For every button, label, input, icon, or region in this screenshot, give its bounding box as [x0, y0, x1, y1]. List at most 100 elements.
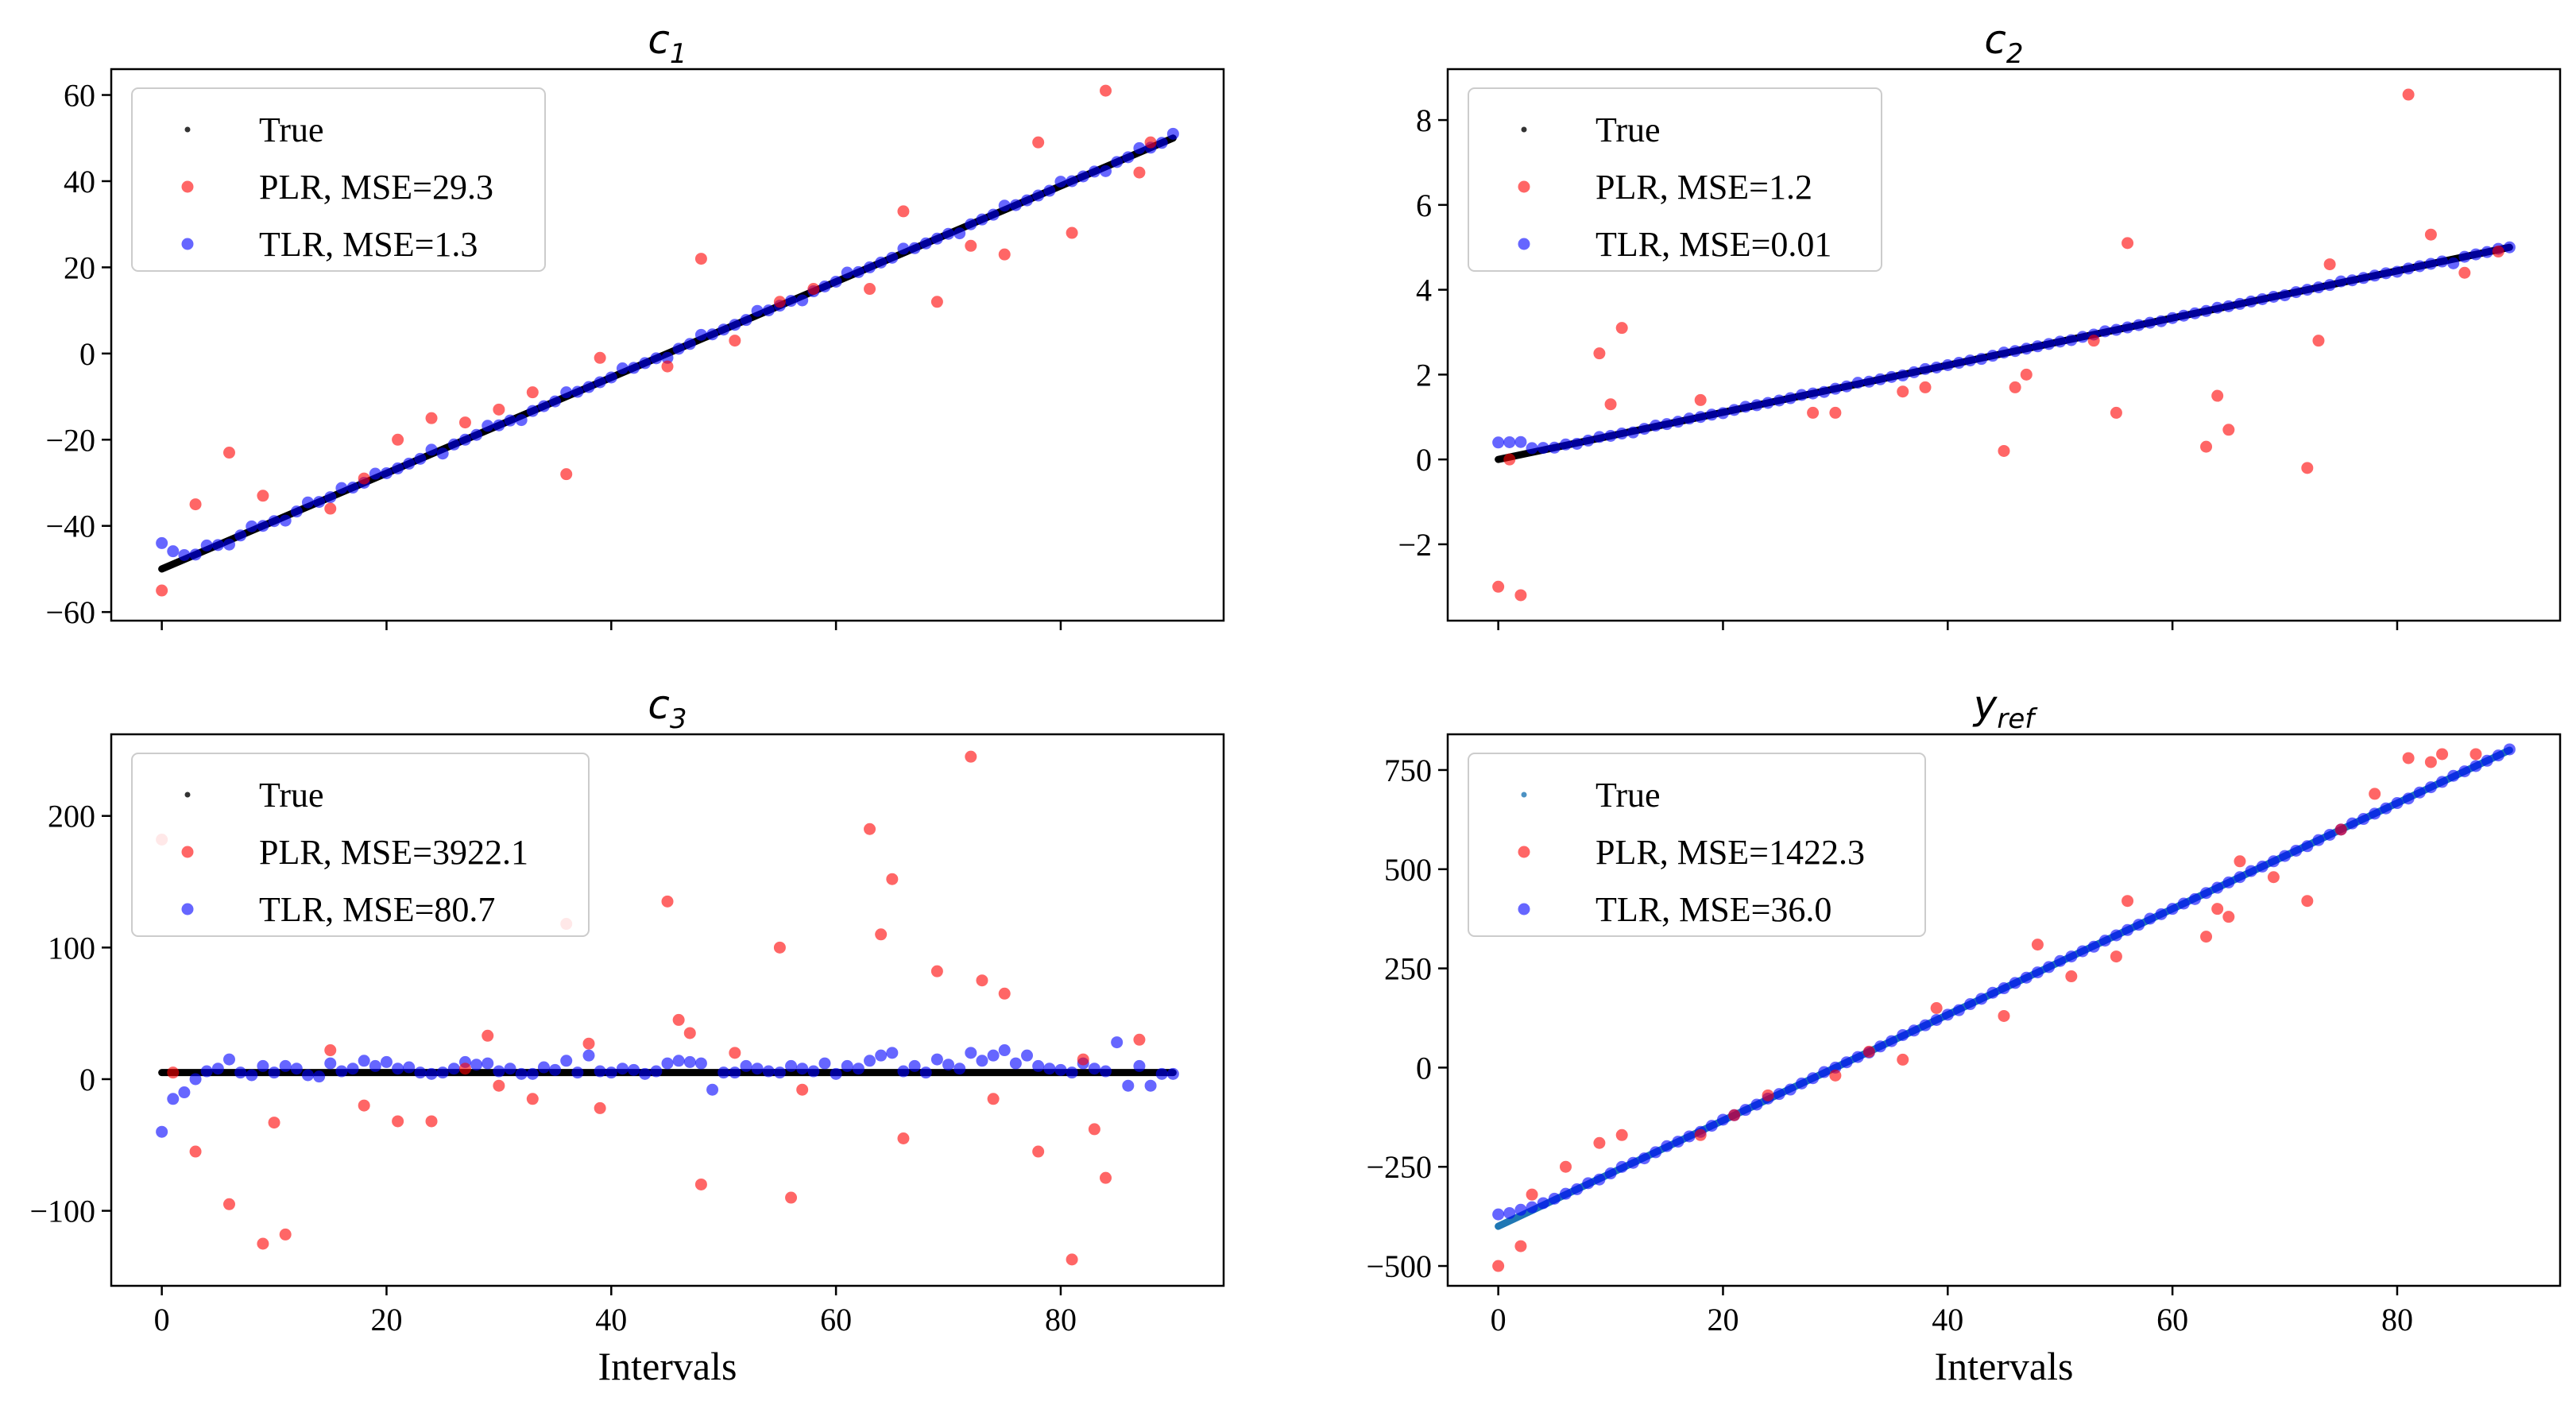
tlr-point — [2413, 260, 2426, 273]
legend-marker — [1518, 903, 1530, 915]
plr-point — [1593, 347, 1606, 360]
tlr-point — [965, 1047, 977, 1059]
tlr-point — [2481, 246, 2493, 258]
axes-frame — [110, 733, 1225, 1287]
plr-point — [1100, 84, 1112, 97]
tlr-point — [1155, 1067, 1168, 1080]
y-tick-label: −20 — [45, 422, 95, 458]
tlr-point — [818, 1057, 831, 1070]
tlr-point — [2492, 749, 2504, 762]
plr-point — [1694, 1128, 1707, 1141]
tlr-point — [1818, 1066, 1831, 1078]
tlr-point — [841, 266, 853, 279]
plr-point — [2312, 335, 2325, 347]
tlr-point — [493, 1065, 505, 1078]
tlr-point — [369, 1059, 381, 1072]
tlr-point — [1840, 380, 1853, 393]
tlr-point — [706, 328, 719, 341]
tlr-point — [672, 1055, 685, 1067]
tlr-point — [2166, 312, 2179, 324]
tlr-point — [313, 496, 326, 509]
tlr-point — [2357, 813, 2370, 826]
legend-label: True — [259, 110, 324, 149]
tlr-point — [2065, 334, 2078, 346]
tlr-point — [2391, 797, 2404, 810]
tlr-point — [1122, 1079, 1135, 1092]
tlr-point — [1975, 353, 1988, 366]
tlr-point — [470, 1059, 483, 1071]
tlr-point — [1975, 993, 1988, 1005]
tlr-point — [2346, 274, 2358, 287]
tlr-point — [2470, 248, 2482, 261]
legend-marker — [181, 846, 194, 858]
subplot-title: c1 — [648, 17, 687, 70]
tlr-point — [436, 1066, 449, 1079]
tlr-point — [1705, 408, 1718, 421]
tlr-point — [998, 199, 1011, 212]
tlr-point — [1683, 1130, 1696, 1143]
y-tick-label: −250 — [1366, 1149, 1432, 1185]
tlr-point — [1784, 1083, 1797, 1096]
tlr-point — [2020, 343, 2033, 355]
tlr-point — [2009, 977, 2021, 989]
tlr-point — [616, 1063, 629, 1075]
plr-point — [987, 1093, 1000, 1105]
y-tick-label: −40 — [45, 509, 95, 544]
tlr-point — [694, 1057, 707, 1070]
tlr-point — [1650, 420, 1662, 432]
plr-point — [930, 296, 943, 308]
plr-point — [392, 433, 404, 446]
tlr-point — [2323, 279, 2336, 292]
tlr-point — [2211, 881, 2224, 894]
tlr-point — [1773, 394, 1785, 407]
tlr-point — [953, 1063, 966, 1075]
tlr-point — [2447, 257, 2460, 269]
plr-point — [2458, 266, 2471, 279]
tlr-point — [2122, 923, 2134, 936]
plr-point — [493, 1079, 505, 1092]
tlr-point — [908, 1059, 921, 1072]
y-tick-label: 40 — [64, 164, 95, 199]
tlr-point — [919, 237, 932, 250]
tlr-point — [1694, 411, 1707, 424]
tlr-point — [447, 1063, 460, 1075]
plr-point — [773, 296, 786, 308]
tlr-point — [1716, 407, 1729, 420]
title-main: c — [648, 682, 670, 728]
y-tick-label: 200 — [48, 799, 95, 834]
legend-label: True — [1595, 110, 1661, 149]
plr-point — [1077, 1053, 1089, 1066]
plr-point — [222, 1198, 235, 1210]
plr-point — [729, 335, 741, 347]
plr-point — [1032, 1145, 1045, 1158]
legend-marker — [1518, 846, 1530, 858]
tlr-point — [1144, 1079, 1157, 1092]
tlr-point — [2436, 776, 2449, 788]
tlr-point — [706, 1083, 719, 1096]
x-tick-label: 40 — [1932, 1302, 1963, 1337]
tlr-point — [560, 1055, 573, 1067]
tlr-point — [1526, 1201, 1538, 1214]
tlr-point — [1492, 1208, 1505, 1221]
plr-point — [1615, 1128, 1628, 1141]
plr-point — [458, 1063, 471, 1075]
legend-box — [131, 753, 590, 937]
tlr-point — [796, 1063, 809, 1075]
tlr-point — [290, 505, 303, 518]
y-tick-label: 500 — [1384, 852, 1432, 888]
plr-point — [661, 360, 674, 373]
plr-point — [1829, 406, 1842, 419]
tlr-point — [2133, 319, 2145, 331]
tlr-point — [1593, 431, 1606, 443]
plot-area — [156, 84, 1179, 597]
tlr-point — [2312, 834, 2325, 846]
plr-point — [582, 1037, 595, 1050]
tlr-point — [919, 1066, 932, 1079]
plr-point — [2402, 752, 2415, 764]
title-subscript: ref — [1997, 703, 2038, 735]
tlr-point — [2458, 250, 2471, 263]
plr-point — [1144, 136, 1157, 149]
plr-point — [268, 1117, 280, 1129]
tlr-point — [1009, 1057, 1022, 1070]
plr-point — [2301, 462, 2314, 474]
